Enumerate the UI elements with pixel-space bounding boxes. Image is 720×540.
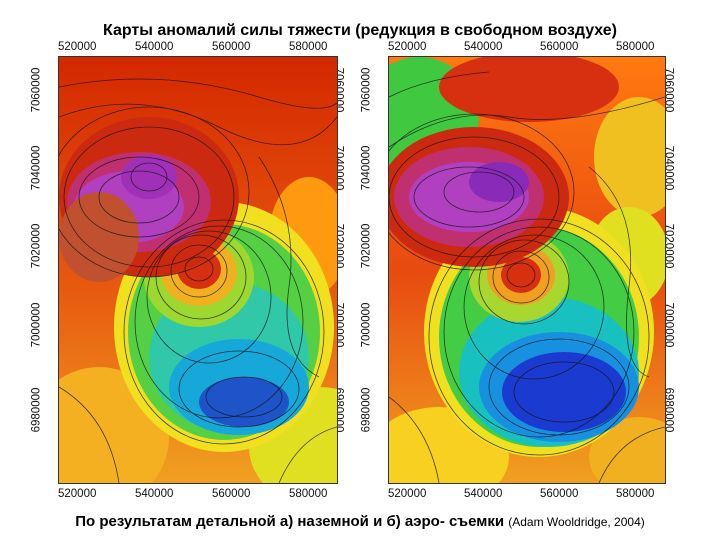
y-tick-left: 7040000 bbox=[30, 145, 43, 191]
x-tick-top: 580000 bbox=[616, 41, 655, 53]
y-tick-left: 6980000 bbox=[360, 387, 373, 433]
y-tick-left: 7020000 bbox=[30, 223, 43, 269]
x-tick-bottom: 580000 bbox=[289, 488, 328, 500]
y-tick-left: 7000000 bbox=[30, 302, 43, 348]
x-tick-top: 520000 bbox=[58, 41, 97, 53]
y-tick-left: 7060000 bbox=[360, 67, 373, 113]
x-tick-top: 560000 bbox=[540, 41, 579, 53]
x-tick-top: 560000 bbox=[212, 41, 251, 53]
caption-credit: (Adam Wooldridge, 2004) bbox=[508, 515, 645, 529]
x-tick-top: 520000 bbox=[388, 41, 427, 53]
ground-map-graphic bbox=[59, 57, 337, 483]
ground-gravity-anomaly-map bbox=[58, 56, 338, 484]
x-tick-bottom: 520000 bbox=[388, 488, 427, 500]
page-title: Карты аномалий силы тяжести (редукция в … bbox=[102, 22, 618, 39]
caption-text: По результатам детальной а) наземной и б… bbox=[75, 513, 505, 530]
airborne-map-graphic bbox=[389, 57, 665, 483]
y-tick-left: 6980000 bbox=[30, 387, 43, 433]
airborne-gravity-anomaly-map bbox=[388, 56, 666, 484]
y-tick-left: 7060000 bbox=[30, 67, 43, 113]
y-tick-left: 7020000 bbox=[360, 223, 373, 269]
y-tick-left: 7040000 bbox=[360, 145, 373, 191]
x-tick-bottom: 540000 bbox=[464, 488, 503, 500]
x-tick-top: 540000 bbox=[464, 41, 503, 53]
figure-caption: По результатам детальной а) наземной и б… bbox=[0, 513, 720, 530]
x-tick-bottom: 520000 bbox=[58, 488, 97, 500]
x-tick-top: 580000 bbox=[289, 41, 328, 53]
x-tick-bottom: 560000 bbox=[540, 488, 579, 500]
x-tick-bottom: 580000 bbox=[616, 488, 655, 500]
x-tick-top: 540000 bbox=[135, 41, 174, 53]
x-tick-bottom: 560000 bbox=[212, 488, 251, 500]
x-tick-bottom: 540000 bbox=[135, 488, 174, 500]
y-tick-left: 7000000 bbox=[360, 302, 373, 348]
